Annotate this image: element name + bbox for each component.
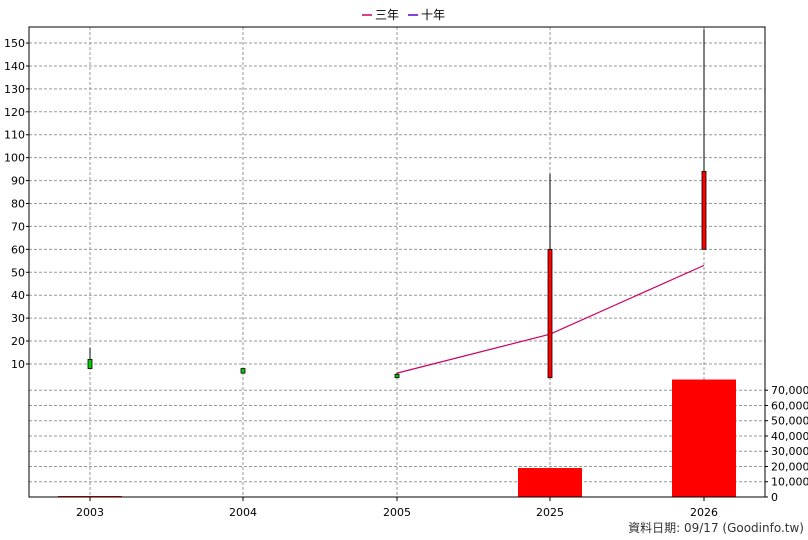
price-tick-label: 50 (11, 266, 25, 279)
volume-tick-label: 0 (771, 491, 778, 504)
candlesticks (87, 29, 707, 379)
price-tick-label: 80 (11, 198, 25, 211)
data-date-footer: 資料日期: 09/17 (Goodinfo.tw) (628, 521, 804, 535)
price-tick-label: 110 (4, 129, 25, 142)
volume-bar (672, 379, 736, 497)
price-tick-label: 70 (11, 220, 25, 233)
volume-tick-label: 60,000 (771, 399, 808, 412)
candle-body (87, 358, 93, 369)
legend: 三年 十年 (362, 8, 445, 22)
price-tick-label: 150 (4, 37, 25, 50)
x-tick-label: 2026 (690, 506, 718, 519)
candle-body (394, 373, 400, 379)
volume-tick-label: 10,000 (771, 476, 808, 489)
volume-tick-label: 20,000 (771, 460, 808, 473)
x-tick-label: 2025 (536, 506, 564, 519)
legend-label-three-year: 三年 (375, 8, 399, 22)
price-tick-label: 90 (11, 175, 25, 188)
x-tick-label: 2005 (383, 506, 411, 519)
price-tick-label: 10 (11, 358, 25, 371)
candle-body (701, 171, 707, 250)
volume-tick-label: 30,000 (771, 445, 808, 458)
price-tick-label: 60 (11, 243, 25, 256)
plot-frame (28, 26, 766, 498)
volume-tick-label: 50,000 (771, 415, 808, 428)
legend-label-ten-year: 十年 (421, 8, 445, 22)
price-tick-label: 40 (11, 289, 25, 302)
price-tick-label: 140 (4, 60, 25, 73)
price-tick-label: 100 (4, 152, 25, 165)
price-tick-label: 120 (4, 106, 25, 119)
candle-body (240, 368, 246, 374)
grid (29, 27, 765, 497)
axes: 10 20 30 40 50 60 70 80 90 100 110 120 130 140 150 0 10,… (4, 26, 808, 519)
volume-bar (518, 468, 582, 497)
x-tick-label: 2003 (76, 506, 104, 519)
volume-tick-label: 40,000 (771, 430, 808, 443)
volume-bars (58, 379, 736, 497)
price-tick-label: 130 (4, 83, 25, 96)
x-tick-label: 2004 (229, 506, 257, 519)
price-tick-label: 20 (11, 335, 25, 348)
volume-tick-label: 70,000 (771, 384, 808, 397)
price-tick-label: 30 (11, 312, 25, 325)
candle-body (547, 248, 553, 379)
